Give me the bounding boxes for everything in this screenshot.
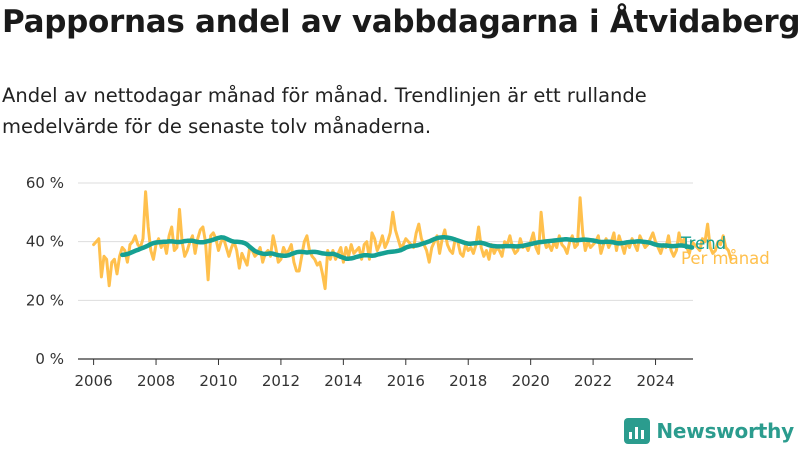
legend-label-per-manad: Per månad	[681, 249, 770, 268]
chart-title: Pappornas andel av vabbdagarna i Åtvidab…	[2, 4, 800, 40]
x-tick-label: 2020	[512, 372, 550, 390]
series-lines	[92, 190, 733, 291]
x-tick-label: 2018	[449, 372, 487, 390]
brand-logo[interactable]: Newsworthy	[624, 418, 794, 444]
y-tick-label: 20 %	[26, 291, 64, 309]
y-tick-label: 60 %	[26, 174, 64, 192]
series-line-trend	[120, 235, 695, 261]
x-axis-ticks: 2006 2008 2010 2012 2014 2016 2018 2020 2022 2024	[75, 359, 675, 390]
newsworthy-logo-icon	[624, 418, 651, 444]
x-tick-label: 2006	[75, 372, 113, 390]
y-tick-label: 0 %	[35, 350, 64, 368]
gridlines	[78, 182, 693, 360]
x-tick-label: 2012	[262, 372, 300, 390]
x-tick-label: 2008	[137, 372, 175, 390]
y-tick-label: 40 %	[26, 233, 64, 251]
chart-subtitle: Andel av nettodagar månad för månad. Tre…	[2, 84, 647, 138]
x-tick-label: 2024	[636, 372, 674, 390]
x-tick-label: 2022	[574, 372, 612, 390]
brand-name: Newsworthy	[656, 419, 794, 443]
legend-label-trend: Trend	[680, 234, 726, 253]
x-tick-label: 2016	[387, 372, 425, 390]
y-axis-ticks: 0 % 20 % 40 % 60 %	[26, 174, 64, 368]
x-tick-label: 2014	[324, 372, 362, 390]
x-tick-label: 2010	[199, 372, 237, 390]
